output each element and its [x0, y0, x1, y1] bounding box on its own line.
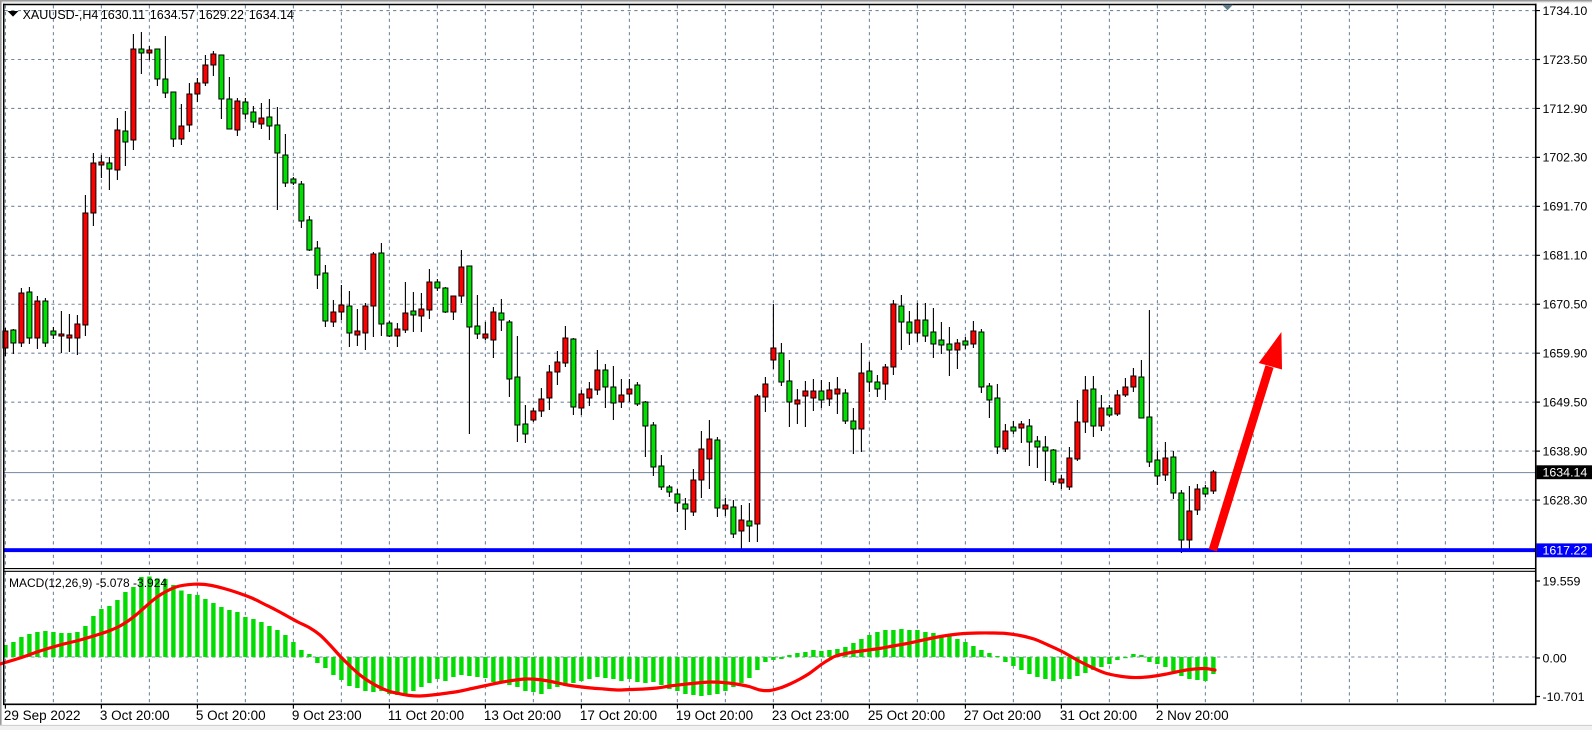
- svg-text:27 Oct 20:00: 27 Oct 20:00: [964, 708, 1041, 723]
- svg-text:13 Oct 20:00: 13 Oct 20:00: [484, 708, 561, 723]
- svg-text:1630.11: 1630.11: [101, 8, 145, 22]
- svg-text:MACD(12,26,9) -5.078 -3.924: MACD(12,26,9) -5.078 -3.924: [9, 576, 167, 590]
- svg-text:1649.50: 1649.50: [1543, 395, 1588, 409]
- svg-text:1681.10: 1681.10: [1543, 249, 1588, 263]
- svg-text:25 Oct 20:00: 25 Oct 20:00: [868, 708, 945, 723]
- svg-text:0.00: 0.00: [1543, 651, 1567, 665]
- svg-text:9 Oct 23:00: 9 Oct 23:00: [292, 708, 362, 723]
- svg-text:17 Oct 20:00: 17 Oct 20:00: [580, 708, 657, 723]
- svg-text:29 Sep 2022: 29 Sep 2022: [4, 708, 81, 723]
- svg-text:5 Oct 20:00: 5 Oct 20:00: [196, 708, 266, 723]
- svg-text:19 Oct 20:00: 19 Oct 20:00: [676, 708, 753, 723]
- svg-text:1638.90: 1638.90: [1543, 444, 1588, 458]
- svg-text:1691.70: 1691.70: [1543, 200, 1588, 214]
- svg-text:1617.22: 1617.22: [1543, 544, 1588, 558]
- svg-text:23 Oct 23:00: 23 Oct 23:00: [772, 708, 849, 723]
- svg-text:1628.30: 1628.30: [1543, 493, 1588, 507]
- svg-text:31 Oct 20:00: 31 Oct 20:00: [1060, 708, 1137, 723]
- svg-text:1634.14: 1634.14: [249, 8, 294, 22]
- svg-text:1634.57: 1634.57: [150, 8, 195, 22]
- svg-text:1659.90: 1659.90: [1543, 347, 1588, 361]
- svg-text:1723.50: 1723.50: [1543, 53, 1588, 67]
- svg-text:11 Oct 20:00: 11 Oct 20:00: [388, 708, 464, 723]
- svg-text:1702.30: 1702.30: [1543, 151, 1588, 165]
- svg-text:1634.14: 1634.14: [1543, 466, 1588, 480]
- svg-text:19.559: 19.559: [1543, 574, 1581, 588]
- svg-text:XAUUSD-,H4: XAUUSD-,H4: [23, 8, 99, 22]
- svg-text:1734.10: 1734.10: [1543, 4, 1588, 18]
- svg-text:1670.50: 1670.50: [1543, 298, 1588, 312]
- svg-text:1712.90: 1712.90: [1543, 102, 1588, 116]
- svg-text:-10.701: -10.701: [1543, 690, 1585, 704]
- svg-text:1629.22: 1629.22: [199, 8, 244, 22]
- svg-text:2 Nov 20:00: 2 Nov 20:00: [1156, 708, 1229, 723]
- svg-text:3 Oct 20:00: 3 Oct 20:00: [100, 708, 170, 723]
